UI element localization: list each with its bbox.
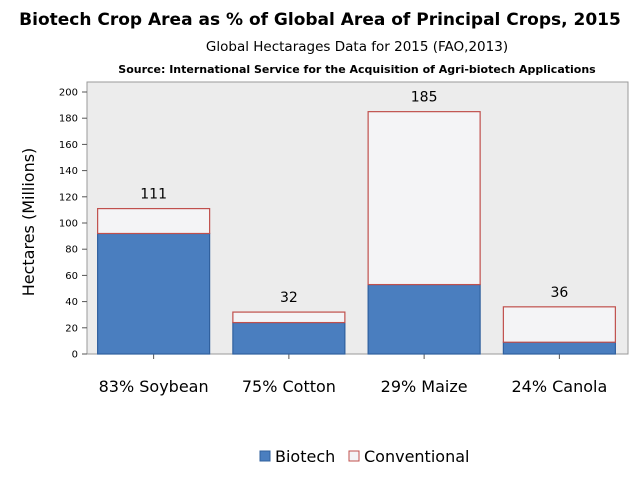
bar-biotech	[97, 232, 211, 355]
bar-biotech	[232, 321, 346, 355]
y-axis: 0 20 40 60 80 100 120 140 160 180 200	[59, 88, 87, 361]
y-tick-label: 40	[65, 297, 78, 308]
bar-conventional	[502, 306, 616, 343]
bars	[97, 111, 616, 355]
chart-source: Source: International Service for the Ac…	[118, 63, 596, 76]
bar-biotech	[367, 283, 481, 355]
chart-title: Biotech Crop Area as % of Global Area of…	[19, 10, 621, 30]
legend-swatch	[259, 450, 271, 462]
data-labels: 111 32 185 36	[140, 90, 568, 306]
y-tick-label: 180	[59, 114, 78, 125]
legend: Biotech Conventional	[259, 447, 469, 466]
bar-conventional	[367, 111, 481, 286]
chart-subtitle: Global Hectarages Data for 2015 (FAO,201…	[206, 39, 508, 55]
bar-conventional	[97, 207, 211, 235]
y-tick-label: 120	[59, 192, 78, 203]
legend-label: Biotech	[275, 447, 335, 466]
y-tick-label: 200	[59, 88, 78, 99]
x-tick-label: 29% Maize	[381, 377, 468, 396]
y-tick-label: 20	[65, 323, 78, 334]
x-tick-label: 83% Soybean	[99, 377, 209, 396]
y-tick-label: 140	[59, 166, 78, 177]
x-tick-label: 24% Canola	[511, 377, 607, 396]
bar-total-label: 185	[411, 90, 438, 106]
y-tick-label: 60	[65, 271, 78, 282]
y-tick-label: 0	[72, 350, 78, 361]
legend-swatch	[348, 450, 360, 462]
y-tick-label: 100	[59, 219, 78, 230]
bar-conventional	[232, 311, 346, 324]
y-axis-label: Hectares (Millions)	[19, 148, 38, 297]
bar-biotech	[502, 341, 616, 355]
bar-total-label: 32	[280, 290, 298, 306]
y-tick-label: 80	[65, 245, 78, 256]
x-axis: 83% Soybean 75% Cotton 29% Maize 24% Canola	[99, 354, 607, 396]
x-tick-label: 75% Cotton	[242, 377, 336, 396]
bar-total-label: 111	[140, 187, 167, 203]
legend-label: Conventional	[364, 447, 469, 466]
y-tick-label: 160	[59, 140, 78, 151]
bar-total-label: 36	[550, 285, 568, 301]
